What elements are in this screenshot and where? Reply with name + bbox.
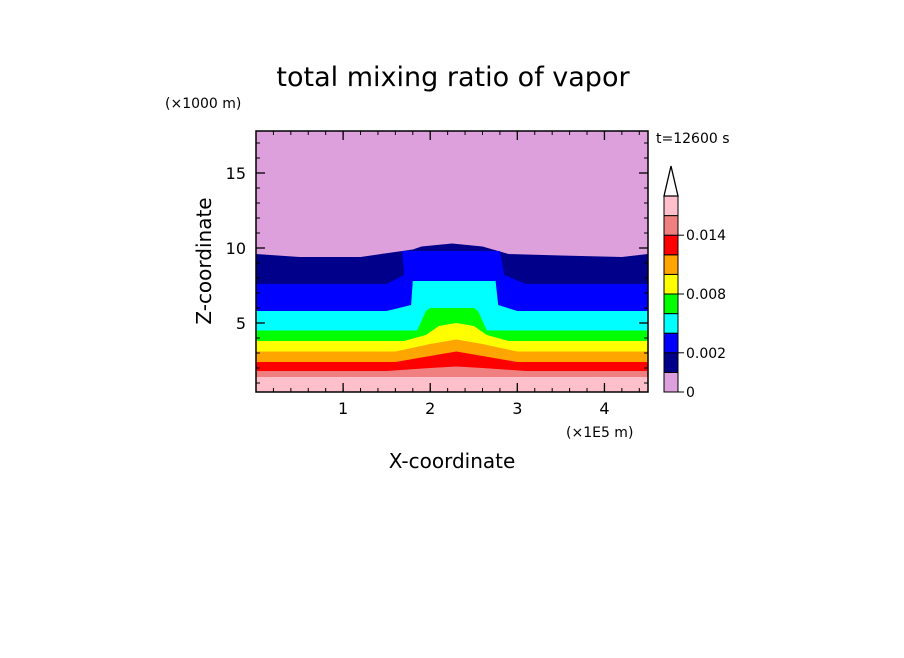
colorbar-label: 0.002	[686, 346, 726, 362]
x-tick-label: 2	[425, 399, 435, 418]
plot-frame	[255, 130, 649, 393]
colorbar-label: 0.008	[686, 287, 726, 303]
colorbar-label: 0.014	[686, 228, 726, 244]
colorbar-extend-arrow	[663, 165, 679, 197]
y-tick-label: 15	[226, 164, 246, 183]
colorbar-box	[663, 352, 679, 373]
time-label: t=12600 s	[656, 131, 730, 147]
colorbar-box	[663, 195, 679, 217]
x-axis-label: X-coordinate	[389, 449, 516, 473]
x-unit-label: (×1E5 m)	[566, 425, 633, 441]
y-unit-label: (×1000 m)	[165, 96, 241, 112]
x-tick-label: 4	[599, 399, 609, 418]
colorbar-box	[663, 313, 679, 334]
colorbar-box	[663, 234, 679, 256]
colorbar-box	[663, 273, 679, 295]
colorbar-box	[663, 332, 679, 354]
contour-fill-group	[256, 131, 648, 392]
colorbar-label: 0	[686, 385, 695, 401]
contour-band-0.016+	[256, 377, 648, 392]
y-axis-label: Z-coordinate	[192, 197, 216, 324]
x-tick-label: 3	[512, 399, 522, 418]
chart-title: total mixing ratio of vapor	[276, 62, 630, 93]
colorbar-box	[663, 293, 679, 315]
colorbar-box	[663, 215, 679, 236]
colorbar-box	[663, 371, 679, 393]
x-tick-label: 1	[338, 399, 348, 418]
colorbar-box	[663, 254, 679, 275]
y-tick-label: 5	[236, 314, 246, 333]
y-tick-label: 10	[226, 239, 246, 258]
